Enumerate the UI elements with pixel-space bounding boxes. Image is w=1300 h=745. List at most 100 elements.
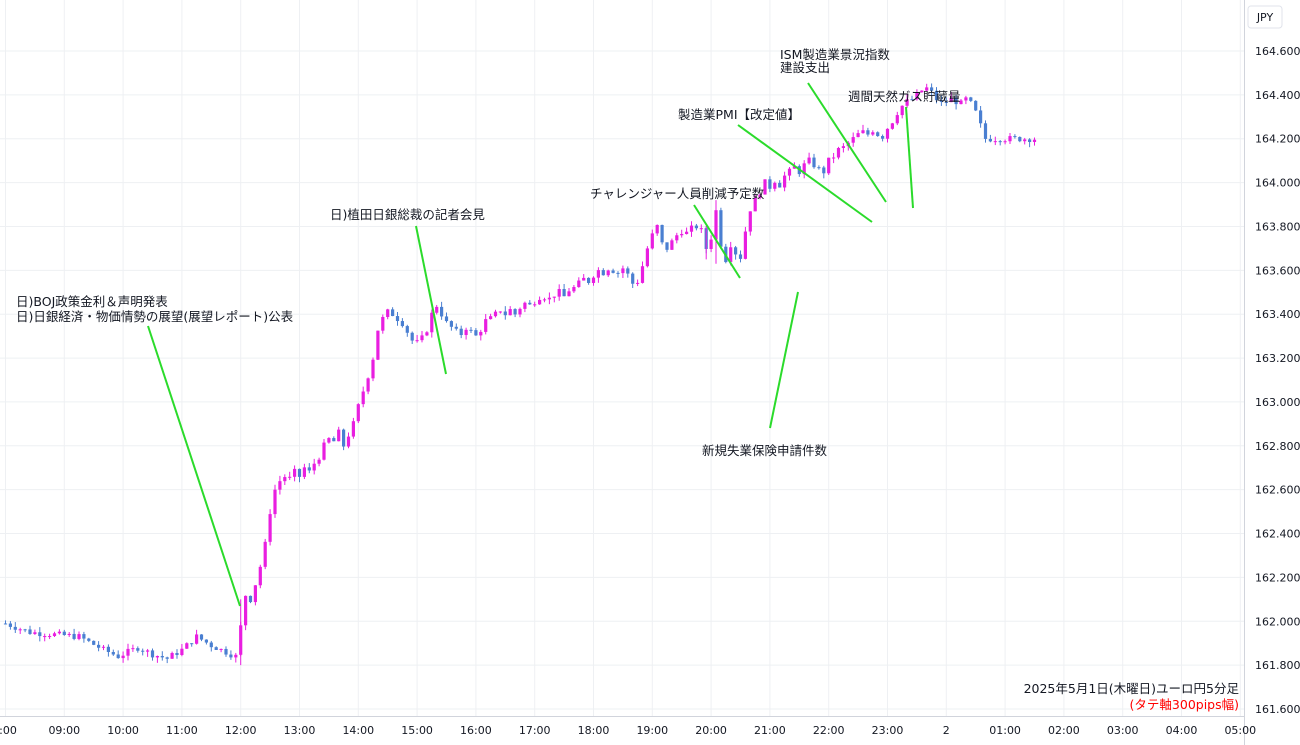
candle-body (930, 87, 934, 91)
x-tick-label: 21:00 (754, 724, 786, 737)
x-tick-label: 15:00 (401, 724, 433, 737)
annotation-leader-line (693, 204, 741, 279)
candle-body (812, 157, 816, 168)
candle-body (190, 643, 194, 645)
candle-body (273, 489, 277, 515)
candle-body (518, 308, 522, 315)
candle-body (204, 639, 208, 643)
candle-body (503, 311, 507, 316)
candle-body (547, 297, 551, 300)
candle-body (542, 299, 547, 301)
x-tick-label: 12:00 (225, 724, 257, 737)
y-tick-label: 164.000 (1255, 177, 1300, 190)
candle-body (72, 633, 76, 639)
annotation-label: ISM製造業景況指数 (780, 47, 890, 62)
candle-body (851, 137, 855, 143)
candle-body (915, 92, 919, 100)
candle-body (841, 146, 845, 148)
candle-body (381, 316, 385, 331)
candle-body (1028, 139, 1032, 143)
candle-body (763, 179, 767, 195)
candle-body (969, 97, 973, 101)
candle-body (425, 332, 429, 336)
candle-body (92, 640, 96, 645)
candle-body (23, 629, 27, 631)
candle-body (493, 311, 498, 317)
candle-body (263, 541, 267, 567)
candle-body (596, 270, 600, 278)
candle-body (366, 378, 370, 392)
y-tick-label: 164.200 (1255, 133, 1300, 146)
candle-body (386, 309, 390, 317)
candle-body (621, 268, 625, 274)
candle-body (317, 459, 321, 464)
currency-label: JPY (1256, 11, 1274, 24)
candle-body (964, 97, 968, 101)
candle-body (332, 438, 336, 442)
candle-body (3, 623, 8, 625)
candle-body (709, 239, 713, 249)
time-axis[interactable]: :00 09:00 10:00 11:00 12:00 13:00 14:00 15:00 16… (0, 724, 1256, 737)
candle-body (484, 319, 488, 332)
candle-body (449, 321, 453, 327)
candle-body (327, 438, 331, 443)
candle-body (675, 235, 679, 241)
candle-body (224, 648, 228, 655)
candle-body (150, 650, 155, 658)
y-tick-label: 162.800 (1255, 440, 1300, 453)
candle-body (1032, 139, 1037, 143)
candle-body (391, 309, 395, 317)
y-tick-label: 163.800 (1255, 220, 1300, 233)
y-tick-label: 162.400 (1255, 528, 1300, 541)
candle-body (552, 296, 556, 298)
candle-body (743, 231, 747, 259)
candle-body (783, 175, 787, 188)
candle-body (106, 646, 110, 653)
candle-body (268, 514, 272, 542)
y-tick-label: 163.200 (1255, 352, 1300, 365)
candle-body (57, 631, 61, 634)
candle-body (753, 197, 757, 212)
annotation-leader-line (147, 325, 241, 607)
candle-body (577, 280, 581, 288)
candle-body (322, 442, 326, 460)
candle-body (959, 100, 963, 105)
candle-body (925, 87, 929, 91)
candle-body (116, 654, 120, 659)
annotation-leaders (147, 82, 914, 607)
candle-body (302, 467, 306, 477)
candle-body (768, 179, 772, 189)
candle-body (185, 643, 189, 649)
candle-body (454, 326, 458, 329)
candle-body (538, 299, 542, 305)
candle-body (920, 90, 924, 93)
x-tick-label: 10:00 (107, 724, 139, 737)
x-tick-label: 23:00 (872, 724, 904, 737)
candle-body (121, 655, 125, 659)
price-axis[interactable]: 164.600 164.400 164.200 164.000 163.800 163.6… (1255, 45, 1300, 716)
candle-body (136, 648, 140, 651)
candle-body (459, 328, 463, 336)
x-tick-label: 2 (943, 724, 950, 737)
candle-body (606, 270, 610, 276)
candle-body (141, 650, 145, 652)
candle-body (944, 101, 948, 103)
candle-body (802, 163, 806, 175)
candle-body (680, 234, 684, 236)
candle-body (871, 132, 875, 135)
candle-body (778, 182, 782, 188)
candle-body (420, 335, 424, 341)
candle-body (856, 133, 860, 138)
annotation-leader-line (737, 124, 873, 223)
candle-body (998, 141, 1002, 143)
candle-body (435, 306, 439, 313)
x-tick-label: 16:00 (460, 724, 492, 737)
candle-body (498, 311, 502, 313)
candle-body (415, 340, 419, 342)
candle-body (861, 130, 865, 134)
candle-body (479, 331, 483, 336)
candle-body (660, 224, 664, 243)
annotation-label: チャレンジャー人員削減予定数 (590, 186, 765, 201)
